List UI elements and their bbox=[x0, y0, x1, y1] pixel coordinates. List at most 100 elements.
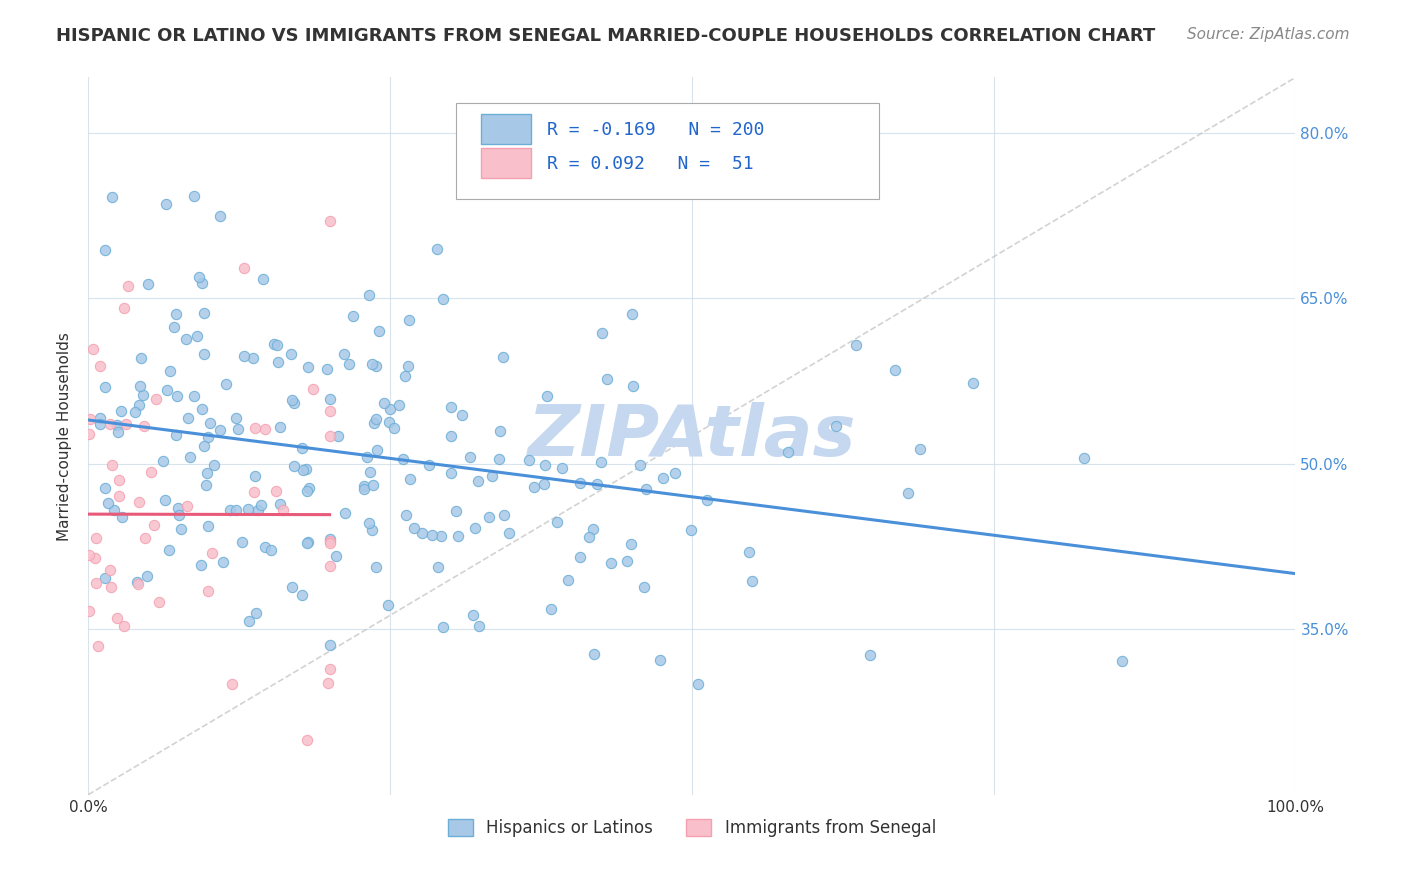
Point bbox=[183, 189, 205, 203]
Point bbox=[399, 472, 422, 486]
Point bbox=[824, 419, 846, 434]
Point bbox=[281, 580, 304, 594]
Point bbox=[430, 529, 453, 543]
Point bbox=[195, 478, 218, 492]
Point bbox=[98, 563, 121, 577]
Point bbox=[432, 620, 454, 634]
Point bbox=[596, 372, 619, 386]
Point bbox=[264, 484, 287, 499]
Text: R = 0.092   N =  51: R = 0.092 N = 51 bbox=[547, 154, 754, 172]
Point bbox=[361, 357, 384, 371]
Point bbox=[195, 467, 218, 481]
Point bbox=[152, 454, 174, 468]
Point bbox=[101, 458, 124, 473]
Point bbox=[156, 383, 179, 397]
Point bbox=[316, 361, 339, 376]
Point bbox=[498, 525, 520, 540]
Point bbox=[582, 522, 605, 536]
Point bbox=[342, 309, 364, 323]
Point bbox=[139, 466, 162, 480]
Point bbox=[191, 401, 214, 416]
Point bbox=[291, 463, 314, 477]
Point bbox=[536, 389, 558, 403]
Point bbox=[93, 481, 115, 495]
Point bbox=[464, 521, 486, 535]
Point bbox=[589, 455, 612, 469]
Point bbox=[523, 480, 546, 494]
Point bbox=[186, 329, 208, 343]
Point bbox=[411, 525, 433, 540]
Point bbox=[378, 415, 401, 429]
Point bbox=[250, 498, 273, 512]
Point bbox=[295, 536, 318, 550]
Point bbox=[188, 270, 211, 285]
Point bbox=[884, 363, 907, 377]
Point bbox=[79, 548, 101, 562]
Point bbox=[557, 574, 579, 588]
Point bbox=[263, 337, 285, 351]
Point bbox=[388, 398, 411, 412]
Point bbox=[461, 607, 484, 622]
Point bbox=[283, 396, 305, 410]
Point bbox=[319, 533, 342, 547]
FancyBboxPatch shape bbox=[457, 103, 879, 200]
Point bbox=[363, 416, 385, 430]
Point bbox=[79, 412, 101, 426]
Point bbox=[295, 462, 318, 476]
Point bbox=[447, 529, 470, 543]
Point bbox=[111, 510, 134, 524]
Point bbox=[368, 324, 391, 338]
Point bbox=[353, 482, 375, 496]
Point bbox=[333, 347, 356, 361]
Point bbox=[291, 588, 314, 602]
Point bbox=[148, 594, 170, 608]
Point bbox=[1111, 654, 1133, 668]
Point bbox=[131, 351, 153, 365]
Point bbox=[478, 509, 501, 524]
Point bbox=[450, 408, 472, 422]
Point bbox=[373, 396, 395, 410]
Point bbox=[517, 452, 540, 467]
Point bbox=[233, 349, 256, 363]
Point bbox=[89, 359, 111, 373]
Point bbox=[439, 466, 461, 480]
Point bbox=[97, 496, 120, 510]
Point bbox=[533, 477, 555, 491]
Point bbox=[246, 503, 269, 517]
Point bbox=[269, 497, 291, 511]
Point bbox=[143, 517, 166, 532]
Point bbox=[741, 574, 763, 589]
Point bbox=[467, 474, 489, 488]
Point bbox=[664, 466, 686, 480]
Point bbox=[134, 419, 156, 434]
Point bbox=[252, 272, 274, 286]
Point bbox=[238, 614, 260, 628]
Point bbox=[366, 412, 388, 426]
Point bbox=[84, 531, 107, 545]
Point bbox=[174, 332, 197, 346]
Point bbox=[297, 483, 319, 498]
Point bbox=[651, 471, 673, 485]
Point bbox=[492, 350, 515, 364]
Point bbox=[481, 468, 503, 483]
Point bbox=[84, 575, 107, 590]
Point bbox=[225, 502, 247, 516]
Point bbox=[962, 376, 984, 390]
Point bbox=[112, 618, 135, 632]
Point bbox=[200, 546, 222, 560]
Point bbox=[318, 559, 340, 574]
Point bbox=[297, 733, 319, 747]
Point bbox=[103, 503, 125, 517]
Point bbox=[193, 306, 215, 320]
Point bbox=[128, 398, 150, 412]
Point bbox=[177, 410, 200, 425]
Point bbox=[94, 380, 117, 394]
Point bbox=[238, 502, 260, 516]
Point bbox=[398, 313, 420, 327]
Point bbox=[550, 460, 572, 475]
Point bbox=[105, 417, 128, 432]
Point bbox=[79, 426, 101, 441]
Point bbox=[124, 405, 146, 419]
Point bbox=[166, 388, 188, 402]
Point bbox=[353, 479, 375, 493]
